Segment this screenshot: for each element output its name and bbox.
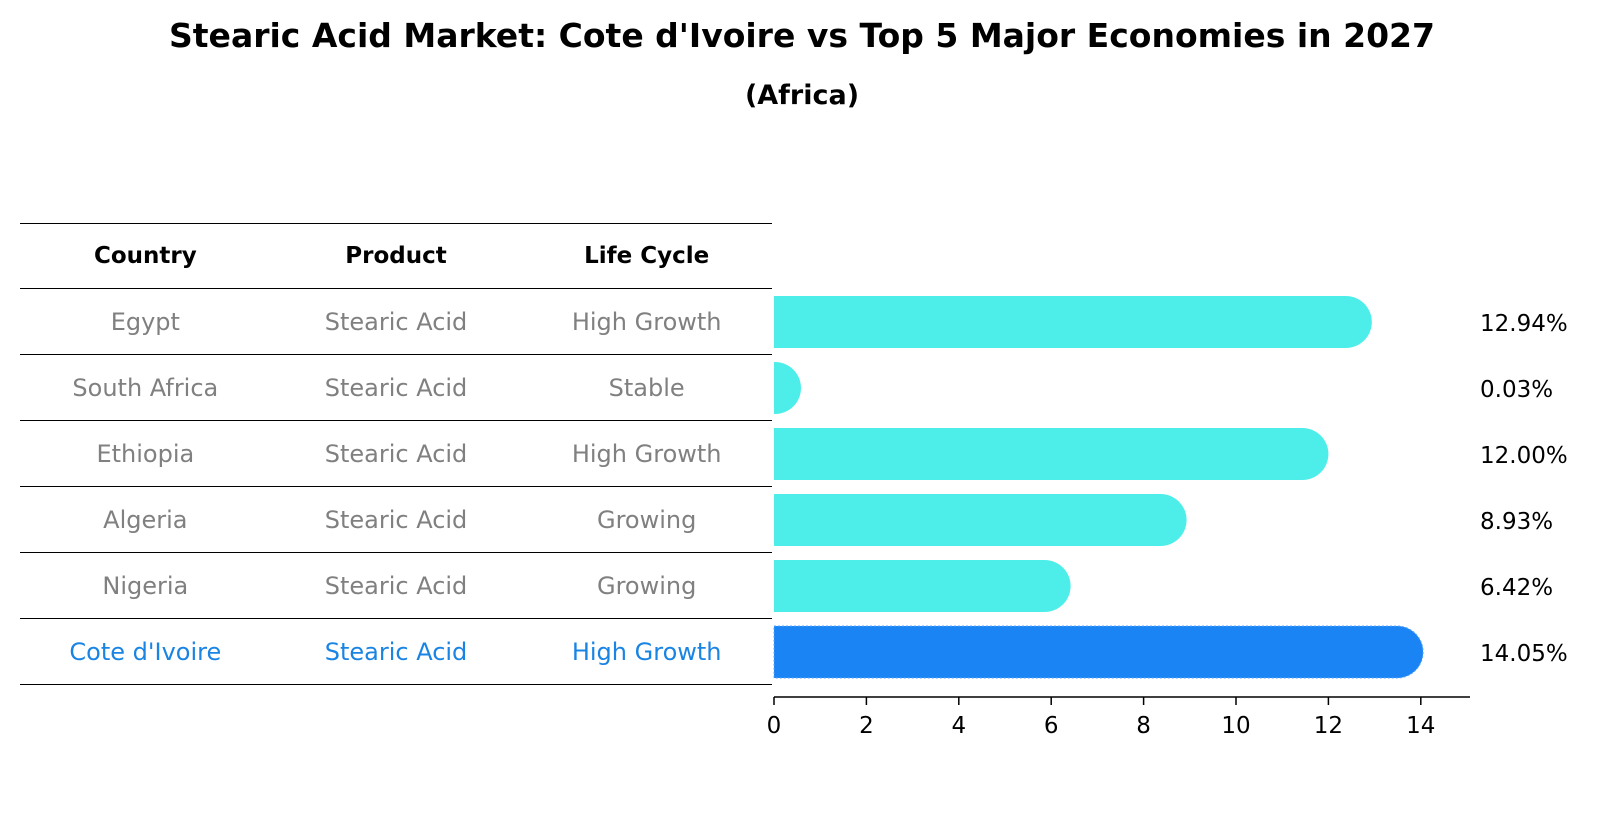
cell-country: Algeria [103, 505, 188, 534]
cell-product: Stearic Acid [324, 637, 468, 666]
header-life-cycle: Life Cycle [584, 243, 710, 269]
cell-product: Stearic Acid [324, 571, 468, 600]
cell-product: Stearic Acid [324, 505, 468, 534]
bar [774, 560, 1071, 612]
cell-country: Cote d'Ivoire [69, 637, 222, 666]
cell-country: Nigeria [102, 571, 189, 600]
x-tick-label: 6 [1044, 713, 1059, 739]
table-row: Egypt Stearic Acid High Growth [20, 289, 772, 355]
bar [774, 494, 1187, 546]
bar [774, 296, 1372, 348]
x-tick-label: 0 [767, 713, 782, 739]
bar-value-label: 12.94% [1480, 311, 1568, 337]
x-tick-label: 4 [951, 713, 966, 739]
cell-country: South Africa [72, 373, 219, 402]
cell-product: Stearic Acid [324, 439, 468, 468]
x-tick-label: 2 [859, 713, 874, 739]
table-row-highlighted: Cote d'Ivoire Stearic Acid High Growth [20, 619, 772, 685]
bar-value-label: 8.93% [1480, 509, 1553, 535]
cell-life-cycle: Growing [596, 571, 697, 600]
bar-highlighted [773, 625, 1424, 679]
table-header-row: Country Product Life Cycle [20, 223, 772, 289]
table-row: Algeria Stearic Acid Growing [20, 487, 772, 553]
header-product: Product [345, 243, 447, 269]
x-tick-label: 12 [1314, 713, 1343, 739]
bar-value-label: 0.03% [1480, 377, 1553, 403]
cell-life-cycle: High Growth [571, 637, 722, 666]
cell-life-cycle: Stable [608, 373, 685, 402]
bar [774, 362, 801, 414]
cell-country: Egypt [110, 307, 180, 336]
table-row: Nigeria Stearic Acid Growing [20, 553, 772, 619]
x-tick-label: 8 [1136, 713, 1151, 739]
table-row: South Africa Stearic Acid Stable [20, 355, 772, 421]
x-tick-label: 10 [1221, 713, 1250, 739]
cell-country: Ethiopia [96, 439, 195, 468]
bar-value-label: 6.42% [1480, 575, 1553, 601]
table-row: Ethiopia Stearic Acid High Growth [20, 421, 772, 487]
data-table: Country Product Life Cycle Egypt Stearic… [20, 223, 772, 685]
bar [774, 428, 1329, 480]
cell-product: Stearic Acid [324, 373, 468, 402]
cell-life-cycle: High Growth [571, 307, 722, 336]
cell-life-cycle: Growing [596, 505, 697, 534]
header-country: Country [93, 243, 197, 269]
cell-product: Stearic Acid [324, 307, 468, 336]
x-tick-label: 14 [1406, 713, 1435, 739]
chart-subtitle: (Africa) [744, 80, 860, 111]
cell-life-cycle: High Growth [571, 439, 722, 468]
bar-value-label: 14.05% [1480, 641, 1568, 667]
chart-title: Stearic Acid Market: Cote d'Ivoire vs To… [169, 16, 1435, 55]
bar-value-label: 12.00% [1480, 443, 1568, 469]
